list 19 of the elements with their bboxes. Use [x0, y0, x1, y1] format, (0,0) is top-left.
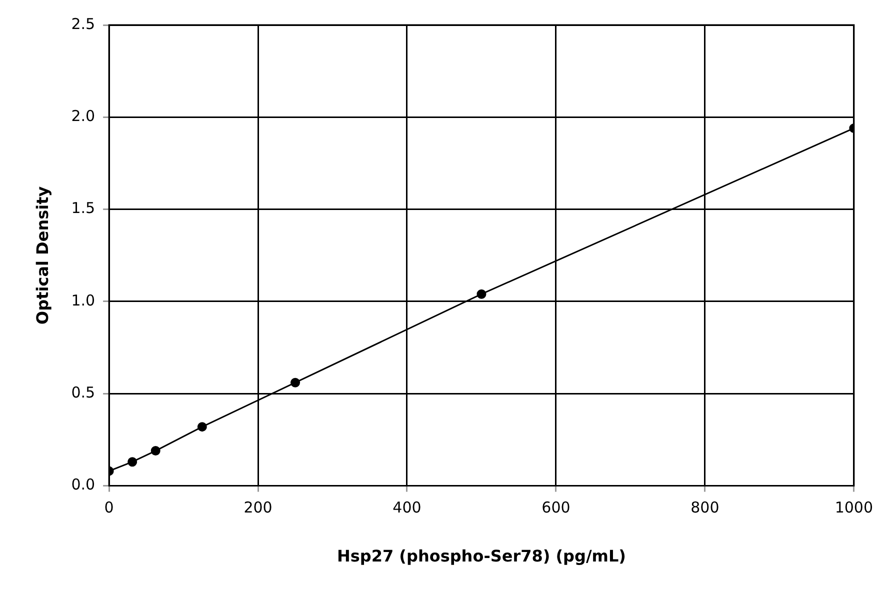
- y-tick-label: 2.5: [71, 14, 96, 33]
- point: [290, 378, 300, 388]
- point: [150, 446, 160, 456]
- x-tick-label: 800: [690, 498, 720, 517]
- y-tick-label: 2.0: [71, 107, 96, 126]
- x-axis-title: Hsp27 (phospho-Ser78) (pg/mL): [336, 546, 626, 566]
- y-tick-label: 0.5: [71, 384, 96, 402]
- x-tick-label: 200: [244, 498, 272, 517]
- x-tick-label: 1000: [834, 498, 874, 517]
- y-tick-label: 0.0: [71, 476, 96, 494]
- x-tick-label: 400: [392, 498, 422, 517]
- point: [476, 289, 486, 299]
- y-axis-title: Optical Density: [32, 186, 52, 324]
- y-tick-label: 1.0: [71, 291, 96, 310]
- x-tick-label: 600: [542, 498, 570, 517]
- point: [128, 457, 138, 467]
- x-tick-label: 0: [104, 498, 114, 517]
- point: [197, 422, 207, 432]
- y-tick-label: 1.5: [71, 199, 96, 218]
